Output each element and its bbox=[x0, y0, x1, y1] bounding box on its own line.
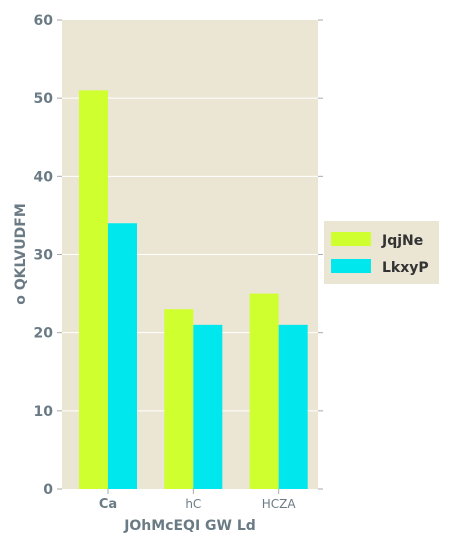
bar-JqjNe-hC bbox=[164, 309, 194, 489]
legend-label: JqjNe bbox=[381, 233, 423, 249]
y-axis-title: o QKLVUDFM bbox=[13, 203, 29, 305]
legend-box bbox=[324, 221, 439, 284]
bar-LkxyP-HCZA bbox=[278, 324, 308, 489]
legend-swatch-JqjNe bbox=[331, 232, 371, 246]
y-tick-label: 30 bbox=[34, 248, 54, 264]
y-axis-ticks: 0 10 20 30 40 50 60 bbox=[34, 13, 323, 498]
y-tick-label: 10 bbox=[34, 404, 54, 420]
legend-label: LkxyP bbox=[382, 260, 429, 276]
y-tick-label: 20 bbox=[34, 326, 54, 342]
bar-JqjNe-HCZA bbox=[249, 293, 279, 489]
legend-swatch-LkxyP bbox=[331, 259, 371, 273]
x-tick-label: HCZA bbox=[262, 497, 297, 511]
x-tick-label: Ca bbox=[99, 497, 117, 512]
y-tick-label: 60 bbox=[34, 13, 54, 29]
bar-LkxyP-hC bbox=[193, 324, 223, 489]
bars bbox=[79, 90, 308, 489]
y-tick-label: 0 bbox=[43, 482, 53, 498]
x-tick-label: hC bbox=[185, 497, 201, 511]
legend: JqjNe LkxyP bbox=[324, 221, 439, 284]
y-tick-label: 50 bbox=[34, 91, 54, 107]
bar-LkxyP-Ca bbox=[108, 223, 137, 489]
x-axis-ticks: Ca hC HCZA bbox=[99, 489, 297, 512]
x-axis-title: JOhMcEQI GW Ld bbox=[123, 518, 256, 534]
bar-JqjNe-Ca bbox=[79, 90, 108, 489]
y-tick-label: 40 bbox=[34, 169, 54, 185]
